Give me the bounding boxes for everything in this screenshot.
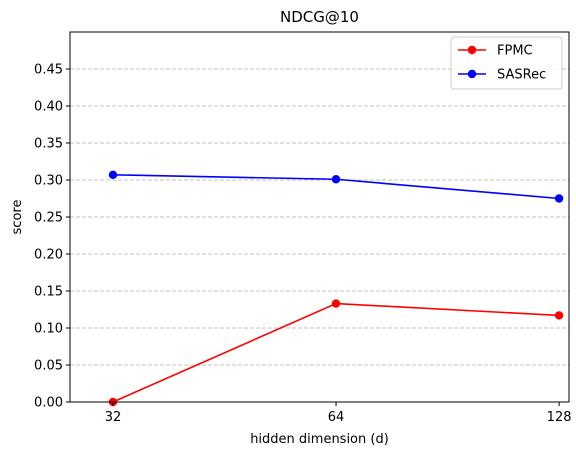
y-axis: 0.00 0.05 0.10 0.15 0.20 0.25 0.30 0.35 0.40 0.45 <box>34 63 70 411</box>
y-tick-label: 0.25 <box>34 211 63 226</box>
chart-title: NDCG@10 <box>280 8 359 26</box>
data-point-sasrec <box>331 175 341 184</box>
data-point-sasrec <box>108 170 118 180</box>
data-point-fpmc <box>331 299 341 308</box>
grid-lines <box>70 68 569 366</box>
y-tick-label: 0.20 <box>34 248 63 263</box>
y-tick-label: 0.00 <box>34 396 63 411</box>
legend-label: FPMC <box>497 44 533 59</box>
legend-label: SASRec <box>497 68 546 83</box>
legend-marker <box>467 69 477 79</box>
series-line-fpmc <box>112 302 560 403</box>
x-axis-title: hidden dimension (d) <box>250 432 389 447</box>
data-point-sasrec <box>554 194 564 203</box>
y-tick-label: 0.05 <box>34 359 63 374</box>
legend-entry-fpmc: FPMC <box>458 44 533 59</box>
legend: FPMC SASRec <box>450 36 563 90</box>
x-tick-label: 32 <box>105 410 122 425</box>
y-axis-title: score <box>10 200 25 235</box>
legend-entry-sasrec: SASRec <box>458 68 546 83</box>
legend-marker <box>467 45 477 55</box>
x-axis: 32 64 128 <box>105 402 572 425</box>
y-tick-label: 0.35 <box>34 137 63 152</box>
y-tick-label: 0.30 <box>34 174 63 189</box>
y-tick-label: 0.45 <box>34 63 63 78</box>
y-tick-label: 0.10 <box>34 322 63 337</box>
series-layer <box>108 170 564 407</box>
x-tick-label: 64 <box>328 410 345 425</box>
data-point-fpmc <box>554 311 564 320</box>
y-tick-label: 0.40 <box>34 100 63 115</box>
x-tick-label: 128 <box>547 410 572 425</box>
y-tick-label: 0.15 <box>34 285 63 300</box>
